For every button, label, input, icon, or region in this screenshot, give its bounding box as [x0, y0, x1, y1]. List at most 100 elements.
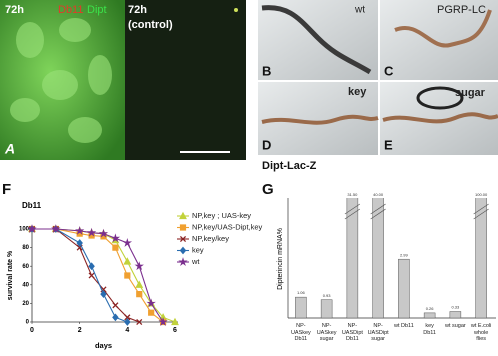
axis-break — [370, 203, 386, 215]
x-tick-label: NP- UASkey Db11 — [290, 323, 311, 342]
value-label: 0.33 — [451, 305, 460, 310]
y-axis-label: survival rate % — [7, 250, 14, 300]
axis-break — [344, 203, 361, 215]
value-label: 40.00 — [373, 192, 384, 197]
bar — [295, 296, 307, 319]
panel-label: D — [262, 137, 271, 152]
chart-subtitle: Db11 — [22, 201, 42, 210]
value-label: 1.06 — [297, 290, 306, 295]
axis-break — [344, 208, 361, 220]
bar — [449, 311, 462, 319]
legend-label: key — [192, 245, 204, 254]
x-tick-label: wt E.coli whole flies — [470, 323, 492, 342]
gut-loop — [416, 86, 464, 110]
reporter-label: Dipt-Lac-Z — [262, 160, 317, 172]
marker — [146, 298, 156, 308]
marker — [124, 272, 131, 279]
value-label: 0.26 — [426, 306, 435, 311]
marker — [86, 227, 97, 237]
panel-label: C — [384, 63, 394, 78]
marker — [171, 317, 179, 326]
legend-label: wt — [191, 257, 200, 266]
y-tick-label: 60 — [22, 264, 29, 270]
control-label: (control) — [128, 19, 173, 31]
stain-label: Dipt — [87, 4, 107, 16]
marker — [88, 262, 95, 271]
legend-marker — [178, 257, 188, 266]
y-axis-label: Dipterincin mRNA% — [277, 228, 284, 290]
panel-c — [380, 0, 498, 80]
panel-label: E — [384, 137, 393, 152]
value-label: 100.00 — [475, 192, 488, 197]
x-tick-label: NP- UASkey sugar — [316, 323, 337, 342]
bar — [346, 198, 359, 319]
legend-marker — [179, 246, 187, 255]
legend-label: NP,key ; UAS-key — [192, 211, 251, 220]
axis-break — [473, 203, 489, 215]
gut — [261, 114, 379, 125]
marker — [74, 225, 85, 235]
panel-label: B — [262, 63, 271, 78]
marker — [134, 261, 144, 271]
bar — [398, 258, 410, 319]
value-label: 2.99 — [400, 252, 409, 257]
marker — [88, 272, 95, 279]
bar — [423, 312, 436, 319]
bar — [320, 299, 333, 319]
panel-label: A — [4, 141, 15, 157]
marker — [112, 244, 119, 251]
genotype-label: PGRP-LC — [437, 4, 486, 16]
stain-label: Db11 — [58, 4, 83, 16]
series-line — [32, 228, 164, 323]
panel-label: F — [2, 181, 11, 198]
y-tick-label: 20 — [22, 301, 29, 307]
bar — [475, 198, 487, 319]
genotype-label: wt — [354, 5, 365, 16]
legend-marker — [179, 235, 187, 243]
panel-label: G — [262, 181, 274, 198]
x-tick-label: 6 — [173, 327, 177, 334]
y-tick-label: 40 — [22, 282, 29, 288]
marker — [100, 290, 107, 298]
marker — [148, 309, 155, 316]
cells — [10, 18, 112, 143]
series-line — [32, 228, 140, 323]
marker — [123, 257, 132, 265]
y-tick-label: 100 — [19, 227, 30, 233]
gut — [394, 9, 492, 48]
marker — [136, 318, 143, 326]
x-tick-label: wt sugar — [444, 323, 466, 329]
legend-marker — [179, 211, 187, 220]
x-tick-label: NP- UASDipt sugar — [367, 323, 389, 342]
genotype-label: sugar — [455, 87, 486, 99]
y-tick-label: 80 — [22, 245, 29, 251]
marker — [136, 291, 143, 298]
marker — [51, 224, 61, 233]
marker — [110, 233, 121, 243]
bars — [295, 198, 487, 319]
x-tick-label: wt Db11 — [393, 323, 414, 329]
marker — [112, 302, 119, 309]
gut — [382, 112, 498, 124]
legend-label: NP,key/UAS-Dipt,key — [192, 222, 263, 231]
gut — [261, 5, 372, 75]
x-tick-label: 4 — [125, 327, 129, 334]
bar — [372, 198, 384, 319]
legend-marker — [179, 224, 187, 231]
marker — [27, 224, 37, 233]
marker — [98, 228, 109, 238]
spot — [234, 8, 238, 12]
value-label: 0.93 — [323, 293, 332, 298]
x-tick-label: key Db11 — [423, 323, 436, 336]
axis-break — [473, 208, 489, 220]
marker — [135, 280, 144, 288]
series-line — [32, 228, 164, 323]
marker — [122, 238, 133, 247]
marker — [124, 314, 131, 321]
axis-break — [370, 208, 386, 220]
time-label: 72h — [128, 4, 147, 16]
marker — [112, 313, 119, 322]
legend-label: NP,key/key — [192, 234, 229, 243]
